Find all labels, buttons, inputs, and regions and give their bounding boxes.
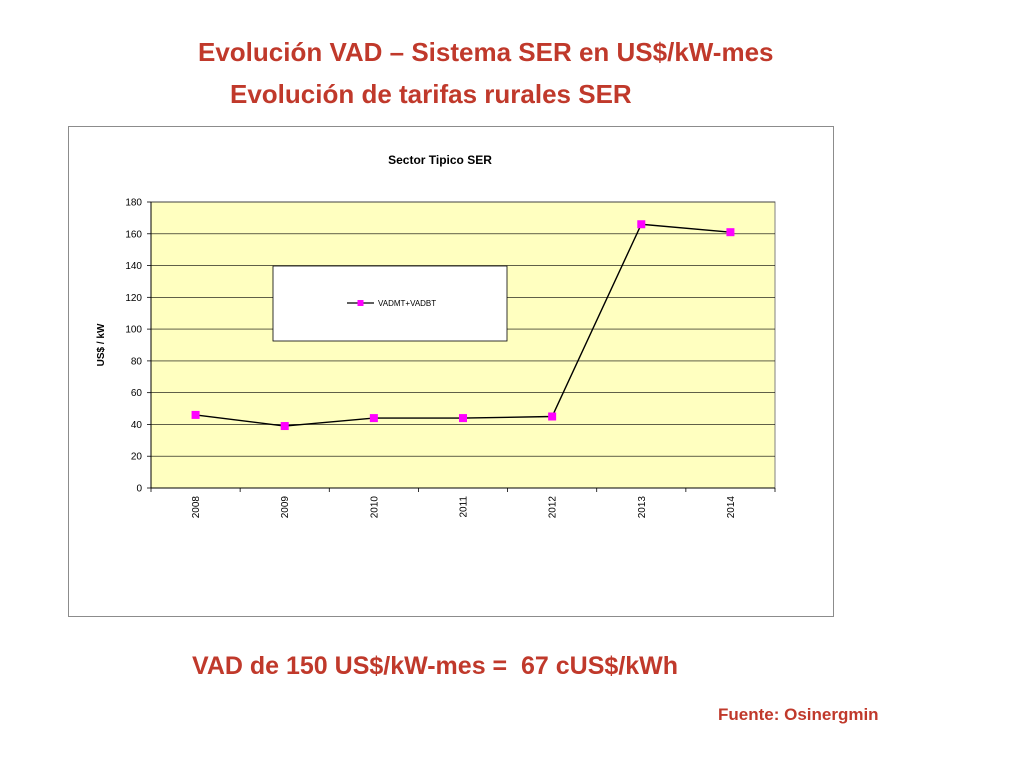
legend-box [272,265,508,342]
y-tick-label: 60 [131,388,143,399]
x-tick-label: 2013 [637,496,648,519]
slide-title: Evolución VAD – Sistema SER en US$/kW-me… [198,37,774,67]
data-point [191,410,200,419]
x-axis-ticks: 2008 2009 2010 2011 2012 2013 2014 [150,488,776,519]
data-point [548,412,557,421]
slide-subtitle: Evolución de tarifas rurales SER [230,79,632,109]
data-point [726,228,735,237]
plot-area [150,201,776,489]
y-axis-label: US$ / kW [96,323,107,366]
y-tick-label: 0 [136,484,142,495]
y-tick-label: 140 [125,261,142,272]
data-point [637,220,646,229]
legend: VADMT+VADBT [272,265,508,342]
x-tick-label: 2011 [459,496,470,518]
x-tick-label: 2010 [369,496,380,519]
data-point [369,414,378,423]
line-chart: Sector Tipico SER 0 20 40 60 80 100 120 140 160 1… [96,153,776,519]
y-tick-label: 40 [131,420,143,431]
y-tick-label: 120 [125,293,142,304]
x-tick-label: 2009 [280,496,291,519]
x-tick-label: 2012 [548,496,559,519]
y-tick-label: 180 [125,198,142,209]
y-tick-label: 20 [131,452,143,463]
source-note: Fuente: Osinergmin [718,705,879,724]
x-tick-label: 2008 [191,496,202,519]
y-tick-label: 80 [131,356,143,367]
data-point [280,422,289,431]
chart-container: Sector Tipico SER 0 20 40 60 80 100 120 140 160 1… [68,126,834,617]
series-group [191,220,735,431]
data-point [459,414,467,423]
conversion-note: VAD de 150 US$/kW-mes = 67 cUS$/kWh [192,652,679,680]
y-tick-label: 160 [125,229,142,240]
y-tick-label: 100 [125,325,142,336]
chart-title: Sector Tipico SER [388,153,492,167]
legend-marker-swatch [357,300,364,306]
x-tick-label: 2014 [726,496,737,519]
legend-label: VADMT+VADBT [378,299,436,308]
y-axis-ticks: 0 20 40 60 80 100 120 140 160 180 [125,198,151,495]
